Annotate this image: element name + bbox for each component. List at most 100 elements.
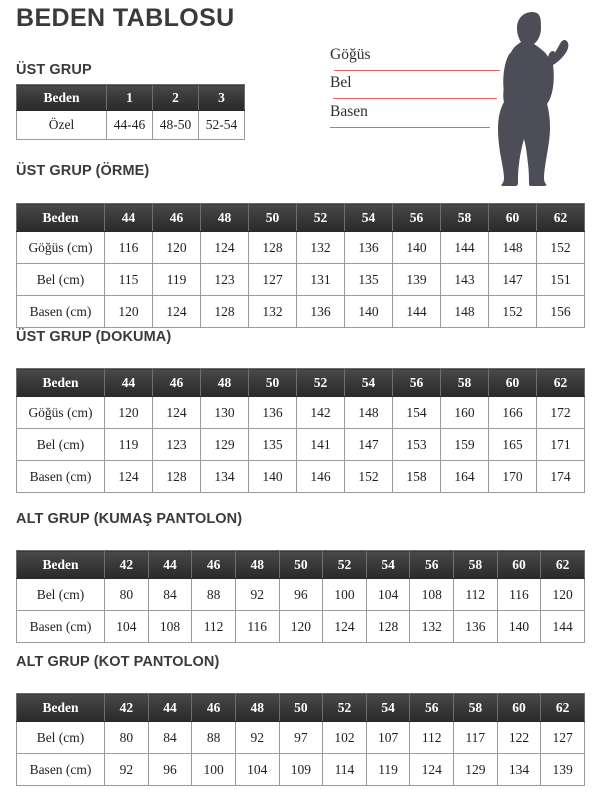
table-cell: 124 — [322, 610, 367, 643]
table-cell: 147 — [488, 263, 537, 296]
heading-ust-grup-orme: ÜST GRUP (ÖRME) — [16, 163, 150, 179]
row-label: Bel (cm) — [16, 263, 105, 296]
row-label: Basen (cm) — [16, 460, 105, 493]
table-cell: 116 — [104, 231, 153, 264]
table-cell: 170 — [488, 460, 537, 493]
table-cell: 153 — [392, 428, 441, 461]
table-cell: 174 — [536, 460, 585, 493]
table-cell: 120 — [104, 295, 153, 328]
table-cell: 132 — [409, 610, 454, 643]
table-cell: 151 — [536, 263, 585, 296]
table-cell: 100 — [191, 753, 236, 786]
table-cell: 127 — [248, 263, 297, 296]
table-cell: 148 — [440, 295, 489, 328]
table-cell: 124 — [152, 396, 201, 429]
column-header: 46 — [191, 550, 236, 579]
table-row: Basen (cm) 92 96 100 104 109 114 119 124 129 134 13… — [16, 753, 585, 786]
table-cell: 140 — [344, 295, 393, 328]
table-alt-grup-kumas-pantolon: Beden 42 44 46 48 50 52 54 56 58 60 62 Bel (cm) 80 84 8… — [16, 550, 585, 643]
table-cell: 165 — [488, 428, 537, 461]
table-row: Bel (cm) 80 84 88 92 97 102 107 112 117 122 127 — [16, 721, 585, 754]
leader-line-gogus — [334, 70, 500, 71]
table-cell: 142 — [296, 396, 345, 429]
table-cell: 146 — [296, 460, 345, 493]
table-cell: 135 — [344, 263, 393, 296]
leader-line-basen — [330, 127, 490, 128]
table-cell: 124 — [104, 460, 153, 493]
table-cell: 120 — [152, 231, 201, 264]
table-cell: 147 — [344, 428, 393, 461]
table-cell: 92 — [234, 578, 280, 611]
column-header: 54 — [365, 550, 411, 579]
table-ust-grup-dokuma: Beden 44 46 48 50 52 54 56 58 60 62 Göğüs (cm) 120 12… — [16, 368, 585, 493]
table-cell: 112 — [191, 610, 236, 643]
table-cell: 116 — [234, 610, 280, 643]
table-cell: 104 — [234, 753, 280, 786]
table-cell: 152 — [536, 231, 585, 264]
table-cell: 92 — [234, 721, 280, 754]
table-cell: 100 — [322, 578, 367, 611]
column-header: 50 — [248, 368, 297, 397]
column-header: 62 — [540, 550, 585, 579]
table-cell: 96 — [147, 753, 193, 786]
table-cell: 136 — [453, 610, 498, 643]
table-cell: 115 — [104, 263, 153, 296]
column-header: Beden — [16, 203, 105, 232]
table-header-row: Beden 44 46 48 50 52 54 56 58 60 62 — [16, 203, 585, 232]
table-cell: 120 — [540, 578, 585, 611]
row-label: Göğüs (cm) — [16, 396, 105, 429]
leader-line-bel — [333, 98, 497, 99]
table-cell: 132 — [296, 231, 345, 264]
table-cell: 84 — [147, 578, 193, 611]
table-cell: 156 — [536, 295, 585, 328]
table-cell: 88 — [191, 721, 236, 754]
column-header: 48 — [234, 693, 280, 722]
column-header: 48 — [200, 203, 249, 232]
table-cell: 130 — [200, 396, 249, 429]
measure-label-gogus: Göğüs — [330, 46, 371, 63]
table-cell: 124 — [200, 231, 249, 264]
table-cell: 135 — [248, 428, 297, 461]
column-header: 62 — [536, 368, 585, 397]
column-header: 54 — [344, 368, 393, 397]
row-label: Göğüs (cm) — [16, 231, 105, 264]
column-header: Beden — [16, 368, 105, 397]
table-cell: 172 — [536, 396, 585, 429]
table-cell: 132 — [248, 295, 297, 328]
column-header: 44 — [147, 693, 193, 722]
column-header: 3 — [198, 84, 245, 111]
column-header: 50 — [248, 203, 297, 232]
table-cell: 44-46 — [106, 110, 153, 140]
column-header: 54 — [344, 203, 393, 232]
table-cell: 129 — [200, 428, 249, 461]
table-cell: 122 — [496, 721, 542, 754]
table-cell: 148 — [488, 231, 537, 264]
table-cell: 108 — [147, 610, 193, 643]
column-header: 48 — [234, 550, 280, 579]
table-cell: 144 — [540, 610, 585, 643]
table-cell: 152 — [488, 295, 537, 328]
table-cell: 97 — [278, 721, 324, 754]
table-cell: 117 — [453, 721, 498, 754]
table-cell: 128 — [365, 610, 411, 643]
table-cell: 139 — [540, 753, 585, 786]
page-title: BEDEN TABLOSU — [16, 4, 235, 32]
table-cell: 96 — [278, 578, 324, 611]
column-header: 62 — [536, 203, 585, 232]
table-cell: 80 — [104, 721, 149, 754]
table-cell: 140 — [496, 610, 542, 643]
column-header: Beden — [16, 693, 105, 722]
table-row: Basen (cm) 124 128 134 140 146 152 158 164 170 174 — [16, 460, 585, 493]
table-cell: 104 — [104, 610, 149, 643]
column-header: 52 — [296, 203, 345, 232]
column-header: 42 — [104, 693, 149, 722]
column-header: 58 — [453, 693, 498, 722]
table-cell: 144 — [440, 231, 489, 264]
table-cell: 52-54 — [198, 110, 245, 140]
table-cell: 108 — [409, 578, 454, 611]
column-header: 46 — [152, 368, 201, 397]
column-header: 56 — [392, 203, 441, 232]
table-cell: 148 — [344, 396, 393, 429]
table-cell: 131 — [296, 263, 345, 296]
